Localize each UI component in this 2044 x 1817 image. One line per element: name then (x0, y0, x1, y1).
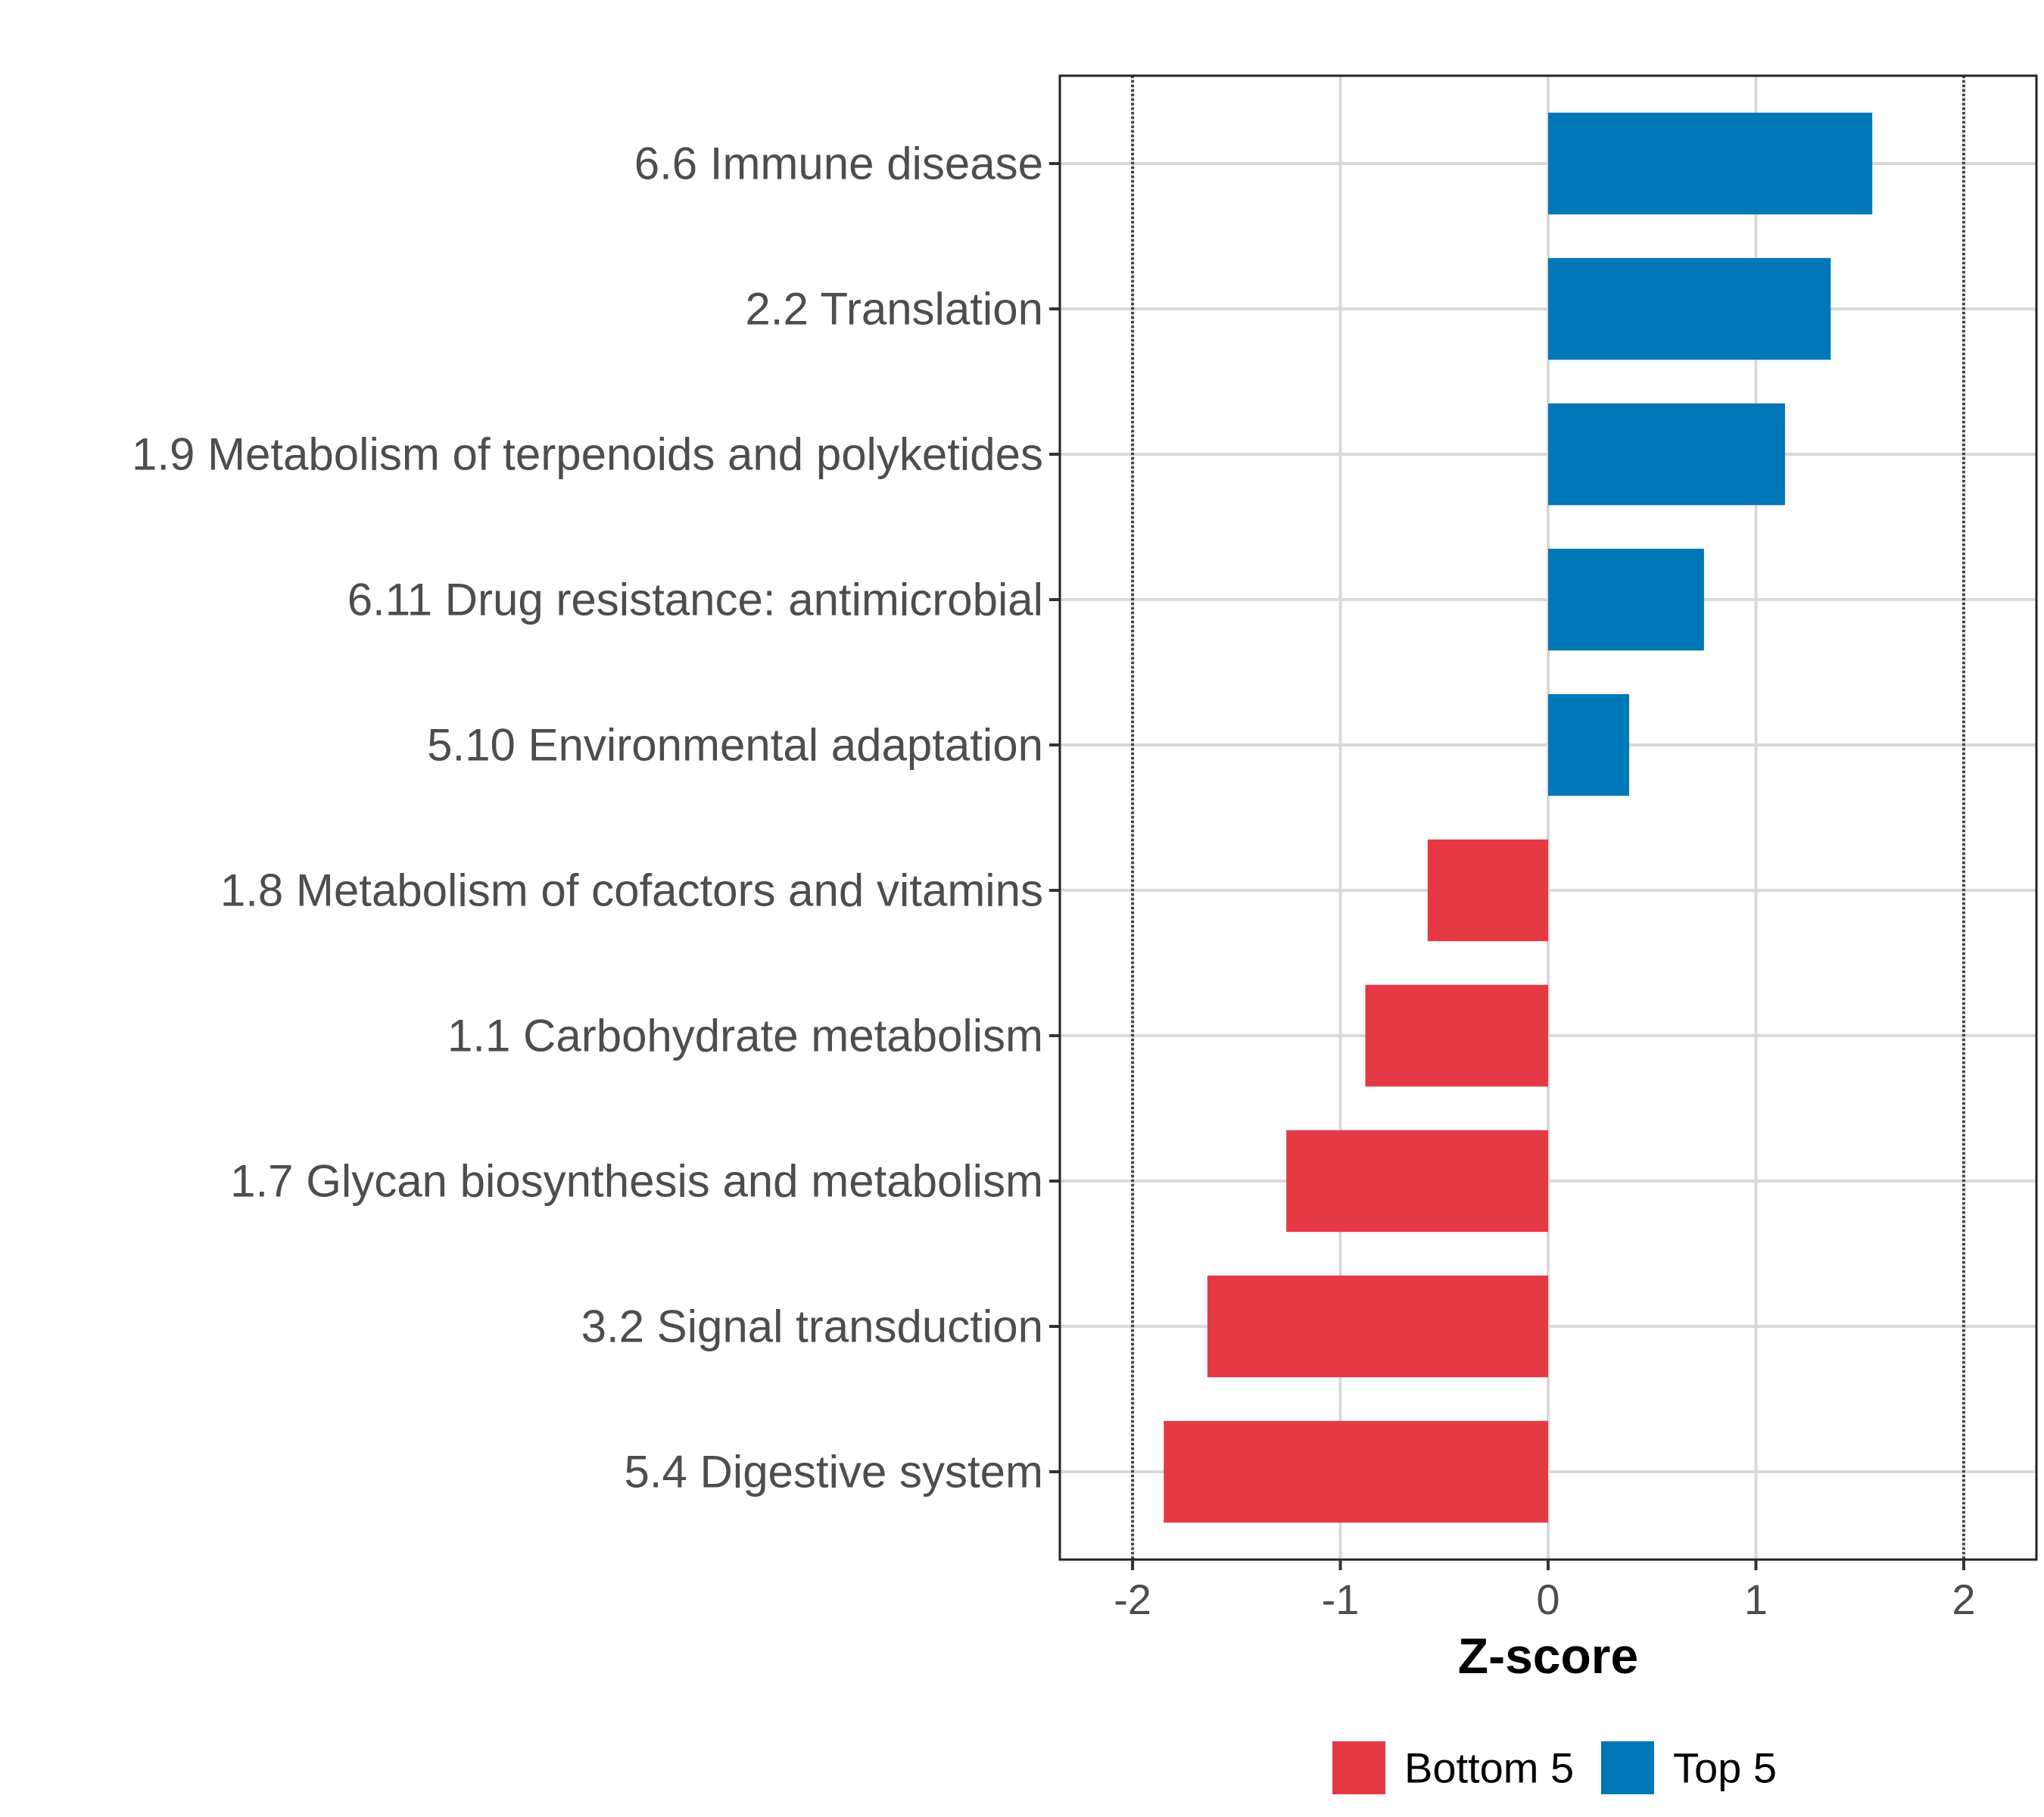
category-label: 6.11 Drug resistance: antimicrobial (347, 575, 1043, 625)
y-axis-labels: 6.6 Immune disease 2.2 Translation 1.9 Met… (132, 139, 1043, 1498)
bar (1548, 403, 1785, 506)
bar (1207, 1275, 1548, 1378)
category-label: 6.6 Immune disease (634, 139, 1043, 189)
legend-label: Bottom 5 (1404, 1744, 1574, 1792)
category-label: 1.9 Metabolism of terpenoids and polyket… (132, 429, 1043, 480)
category-label: 1.1 Carbohydrate metabolism (447, 1011, 1043, 1061)
category-label: 2.2 Translation (745, 284, 1043, 335)
x-tick-label: 0 (1536, 1575, 1559, 1623)
bar (1286, 1130, 1548, 1233)
legend: Bottom 5 Top 5 (1332, 1741, 1777, 1794)
category-label: 3.2 Signal transduction (581, 1301, 1043, 1352)
x-tick-label: 2 (1952, 1575, 1975, 1623)
bar (1365, 984, 1548, 1087)
bar (1427, 839, 1548, 942)
x-axis-title: Z-score (1458, 1628, 1638, 1684)
legend-swatch (1601, 1741, 1654, 1794)
bar (1548, 693, 1630, 796)
x-tick-label: -2 (1114, 1575, 1151, 1623)
category-label: 1.7 Glycan biosynthesis and metabolism (230, 1156, 1043, 1207)
bar (1548, 112, 1873, 215)
bars (1164, 112, 1873, 1523)
bar (1548, 257, 1831, 360)
category-label: 5.10 Environmental adaptation (427, 720, 1043, 771)
legend-label: Top 5 (1673, 1744, 1777, 1792)
x-tick-label: -1 (1322, 1575, 1360, 1623)
reference-lines (1131, 76, 1965, 1560)
x-axis-ticks (1131, 1560, 1965, 1570)
x-axis-labels: -2 -1 0 1 2 (1114, 1575, 1975, 1623)
category-label: 5.4 Digestive system (624, 1447, 1043, 1498)
y-axis-ticks (1049, 162, 1060, 1473)
bar (1548, 548, 1704, 651)
bar (1164, 1420, 1548, 1523)
x-tick-label: 1 (1744, 1575, 1768, 1623)
legend-swatch (1332, 1741, 1385, 1794)
category-label: 1.8 Metabolism of cofactors and vitamins (220, 865, 1043, 916)
